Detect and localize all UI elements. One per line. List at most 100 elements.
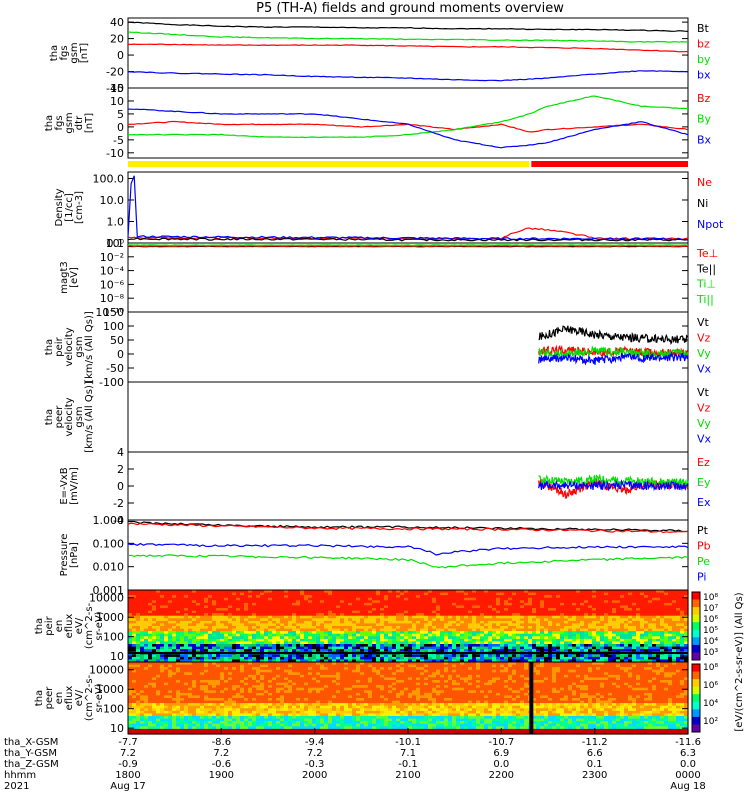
spectrogram-cell [304, 597, 309, 601]
spectrogram-cell [240, 615, 245, 619]
spectrogram-cell [640, 613, 645, 617]
spectrogram-cell [228, 636, 233, 640]
spectrogram-cell [448, 626, 453, 630]
spectrogram-cell [148, 677, 153, 681]
spectrogram-cell [372, 659, 377, 663]
spectrogram-cell [332, 590, 337, 594]
spectrogram-cell [648, 608, 653, 612]
spectrogram-cell [320, 595, 325, 599]
spectrogram-cell [516, 631, 521, 635]
spectrogram-cell [412, 638, 417, 643]
spectrogram-cell [404, 649, 409, 653]
spectrogram-cell [556, 590, 561, 594]
spectrogram-cell [568, 592, 573, 596]
spectrogram-cell [136, 708, 141, 712]
spectrogram-cell [196, 644, 201, 648]
spectrogram-cell [276, 626, 281, 630]
spectrogram-cell [348, 590, 353, 594]
spectrogram-cell [208, 618, 213, 622]
spectrogram-cell [552, 641, 557, 645]
spectrogram-cell [136, 659, 141, 663]
spectrogram-cell [516, 615, 521, 619]
spectrogram-cell [428, 654, 433, 658]
spectrogram-cell [236, 710, 241, 715]
spectrogram-cell [268, 623, 273, 627]
spectrogram-cell [300, 633, 305, 637]
spectrogram-cell [536, 656, 541, 661]
spectrogram-cell [480, 608, 485, 612]
spectrogram-cell [168, 618, 173, 622]
spectrogram-cell [176, 649, 181, 653]
spectrogram-cell [276, 659, 281, 663]
spectrogram-cell [208, 692, 213, 697]
spectrogram-cell [624, 646, 629, 650]
spectrogram-cell [228, 605, 233, 609]
spectrogram-cell [444, 595, 449, 599]
spectrogram-cell [136, 716, 141, 720]
spectrogram-cell [144, 662, 149, 666]
spectrogram-cell [236, 610, 241, 614]
spectrogram-cell [604, 636, 609, 640]
spectrogram-cell [144, 641, 149, 645]
spectrogram-cell [468, 626, 473, 630]
spectrogram-cell [464, 623, 469, 627]
spectrogram-cell [168, 705, 173, 709]
spectrogram-cell [632, 641, 637, 645]
spectrogram-cell [424, 608, 429, 612]
spectrogram-cell [260, 659, 265, 663]
spectrogram-cell [480, 618, 485, 622]
spectrogram-cell [464, 597, 469, 601]
spectrogram-cell [284, 597, 289, 601]
spectrogram-cell [168, 633, 173, 637]
spectrogram-cell [440, 644, 445, 648]
y-tick-label: -100 [99, 376, 124, 389]
spectrogram-cell [144, 618, 149, 622]
spectrogram-cell [204, 656, 209, 661]
spectrogram-cell [388, 608, 393, 612]
spectrogram-cell [172, 713, 177, 717]
spectrogram-cell [524, 620, 529, 625]
spectrogram-cell [244, 703, 249, 707]
spectrogram-cell [292, 590, 297, 594]
spectrogram-cell [276, 631, 281, 635]
spectrogram-cell [468, 641, 473, 645]
spectrogram-cell [500, 608, 505, 612]
spectrogram-cell [664, 636, 669, 640]
spectrogram-cell [160, 703, 165, 707]
spectrogram-cell [348, 654, 353, 658]
spectrogram-cell [320, 597, 325, 601]
spectrogram-cell [544, 638, 549, 643]
spectrogram-cell [640, 631, 645, 635]
spectrogram-cell [632, 613, 637, 617]
spectrogram-cell [476, 659, 481, 663]
series-line [538, 479, 688, 492]
spectrogram-cell [292, 638, 297, 643]
spectrogram-cell [196, 615, 201, 619]
spectrogram-cell [320, 600, 325, 604]
spectrogram-cell [256, 613, 261, 617]
spectrogram-cell [164, 618, 169, 622]
y-axis-label: Pressure [59, 534, 70, 577]
spectrogram-cell [652, 597, 657, 601]
spectrogram-cell [636, 595, 641, 599]
spectrogram-cell [204, 667, 209, 671]
spectrogram-cell [504, 659, 509, 663]
spectrogram-cell [168, 728, 173, 733]
spectrogram-cell [216, 731, 221, 735]
spectrogram-cell [176, 590, 181, 594]
spectrogram-cell [348, 608, 353, 612]
spectrogram-cell [656, 620, 661, 625]
spectrogram-cell [192, 708, 197, 712]
spectrogram-cell [196, 592, 201, 596]
spectrogram-cell [400, 600, 405, 604]
spectrogram-cell [460, 590, 465, 594]
spectrogram-cell [276, 656, 281, 661]
spectrogram-cell [296, 659, 301, 663]
spectrogram-cell [156, 638, 161, 643]
spectrogram-cell [220, 703, 225, 707]
spectrogram-cell [660, 592, 665, 596]
spectrogram-cell [188, 723, 193, 727]
spectrogram-cell [316, 610, 321, 614]
spectrogram-cell [384, 628, 389, 632]
